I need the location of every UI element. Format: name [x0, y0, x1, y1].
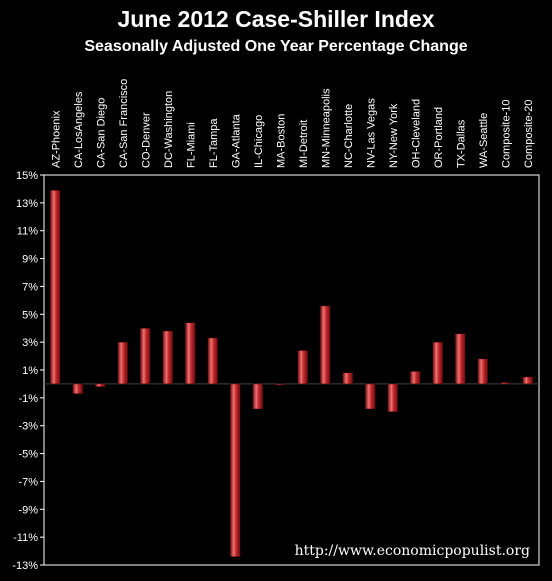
bar: [72, 383, 83, 394]
y-tick-label: -1%: [18, 393, 38, 405]
y-tick-label: -13%: [12, 560, 38, 572]
x-category-label: IL-Chicago: [253, 115, 265, 168]
y-tick-label: 1%: [22, 365, 38, 377]
y-tick-label: 5%: [22, 309, 38, 321]
bar: [140, 327, 151, 385]
bar: [500, 382, 511, 385]
x-category-label: FL-Tampa: [208, 118, 220, 168]
x-category-label: MN-Minneapolis: [320, 88, 332, 168]
bar: [477, 358, 488, 385]
y-tick-label: -7%: [18, 476, 38, 488]
bar: [342, 372, 353, 385]
y-tick-label: -9%: [18, 504, 38, 516]
y-tick-label: 9%: [22, 254, 38, 266]
bar: [95, 383, 106, 387]
bar: [365, 383, 376, 410]
x-category-label: NY-New York: [388, 103, 400, 168]
chart-subtitle: Seasonally Adjusted One Year Percentage …: [84, 38, 468, 55]
bar: [320, 305, 331, 385]
y-tick-label: -11%: [13, 532, 38, 544]
bar: [387, 383, 398, 413]
x-category-label: MA-Boston: [275, 114, 287, 168]
x-category-label: OR-Portland: [433, 107, 445, 168]
bar: [252, 383, 263, 410]
x-category-label: NC-Charlotte: [343, 104, 355, 168]
x-category-label: CA-San Francisco: [118, 79, 130, 168]
x-category-label: CA-San Diego: [95, 98, 107, 168]
x-category-label: MI-Detroit: [298, 120, 310, 168]
bar: [432, 341, 443, 385]
bar: [410, 371, 421, 385]
x-category-label: FL-Miami: [185, 122, 197, 168]
x-category-label: Composite-20: [523, 100, 535, 168]
bar: [50, 190, 61, 385]
source-credit: http://www.economicpopulist.org: [295, 543, 530, 559]
x-category-label: NV-Las Vegas: [365, 98, 377, 168]
x-category-label: OH-Cleveland: [410, 99, 422, 168]
x-category-label: TX-Dallas: [455, 119, 467, 168]
x-category-label: Composite-10: [500, 100, 512, 168]
bar: [297, 350, 308, 385]
bar: [117, 341, 128, 385]
bar: [185, 322, 196, 385]
chart-title: June 2012 Case-Shiller Index: [117, 6, 435, 32]
bar: [455, 333, 466, 385]
y-tick-label: 13%: [16, 198, 38, 210]
y-tick-label: 3%: [22, 337, 38, 349]
x-category-label: CA-LosAngeles: [73, 91, 85, 168]
y-tick-label: 7%: [22, 281, 38, 293]
bar: [522, 376, 533, 385]
bar: [207, 337, 218, 385]
bar: [230, 383, 241, 557]
y-tick-label: -3%: [18, 421, 38, 433]
x-category-label: GA-Atlanta: [230, 113, 242, 168]
x-category-label: CO-Denver: [140, 112, 152, 168]
y-tick-label: 15%: [16, 170, 38, 182]
y-tick-label: -5%: [18, 449, 38, 461]
y-tick-label: 11%: [17, 226, 38, 238]
x-category-label: AZ-Phoenix: [50, 110, 62, 168]
bar: [275, 383, 286, 386]
bar: [162, 330, 173, 385]
x-category-label: DC-Washington: [163, 91, 175, 168]
x-category-label: WA-Seattle: [478, 113, 490, 168]
